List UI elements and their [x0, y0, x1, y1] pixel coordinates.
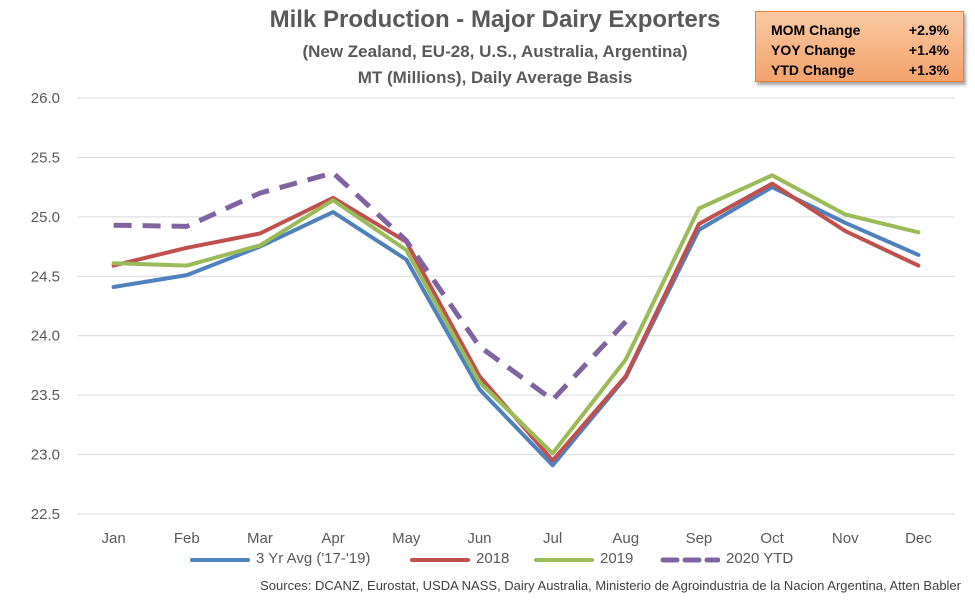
yoy-change-row: YOY Change +1.4%	[771, 42, 949, 60]
x-tick-label: Apr	[321, 530, 344, 547]
yoy-change-label: YOY Change	[771, 42, 856, 58]
x-tick-label: Oct	[760, 530, 784, 547]
change-summary-box: MOM Change +2.9% YOY Change +1.4% YTD Ch…	[755, 11, 964, 82]
legend-label-3yr-avg: 3 Yr Avg ('17-'19)	[256, 550, 371, 567]
mom-change-label: MOM Change	[771, 22, 861, 38]
x-tick-label: Sep	[686, 530, 713, 547]
y-tick-label: 25.0	[31, 209, 60, 226]
series-line-2019	[111, 173, 921, 456]
series-line-3-yr-avg-17-19	[111, 185, 921, 468]
legend-swatch-2020-ytd	[660, 557, 720, 563]
x-tick-label: Feb	[174, 530, 200, 547]
x-tick-label: Jun	[467, 530, 491, 547]
x-tick-label: Mar	[247, 530, 273, 547]
x-tick-label: Nov	[832, 530, 859, 547]
y-tick-label: 25.5	[31, 149, 60, 166]
yoy-change-value: +1.4%	[908, 42, 949, 58]
x-tick-label: Jul	[543, 530, 562, 547]
chart-subtitle-countries: (New Zealand, EU-28, U.S., Australia, Ar…	[302, 42, 688, 61]
legend-label-2020-ytd: 2020 YTD	[726, 550, 794, 567]
legend-label-2018: 2018	[476, 550, 510, 567]
y-tick-label: 24.5	[31, 268, 60, 285]
source-note: Sources: DCANZ, Eurostat, USDA NASS, Dai…	[260, 578, 961, 593]
legend-swatch-3yr-avg	[190, 558, 250, 562]
chart-subtitle-units: MT (Millions), Daily Average Basis	[357, 68, 633, 87]
y-tick-label: 23.5	[31, 387, 60, 404]
mom-change-value: +2.9%	[908, 22, 949, 38]
legend-swatch-2019	[534, 558, 594, 562]
legend-swatch-2018	[410, 558, 470, 562]
ytd-change-value: +1.3%	[908, 62, 949, 78]
mom-change-row: MOM Change +2.9%	[771, 22, 949, 40]
series-line-2020-ytd	[113, 170, 628, 403]
legend-label-2019: 2019	[600, 550, 634, 567]
y-tick-label: 22.5	[31, 506, 60, 523]
x-tick-label: Jan	[101, 530, 125, 547]
x-tick-label: Aug	[612, 530, 639, 547]
chart-title: Milk Production - Major Dairy Exporters	[269, 6, 721, 33]
x-tick-label: Dec	[905, 530, 932, 547]
ytd-change-row: YTD Change +1.3%	[771, 62, 949, 80]
ytd-change-label: YTD Change	[771, 62, 855, 78]
y-tick-label: 26.0	[31, 90, 60, 107]
y-tick-label: 23.0	[31, 447, 60, 464]
x-tick-label: May	[392, 530, 421, 547]
y-tick-label: 24.0	[31, 328, 60, 345]
